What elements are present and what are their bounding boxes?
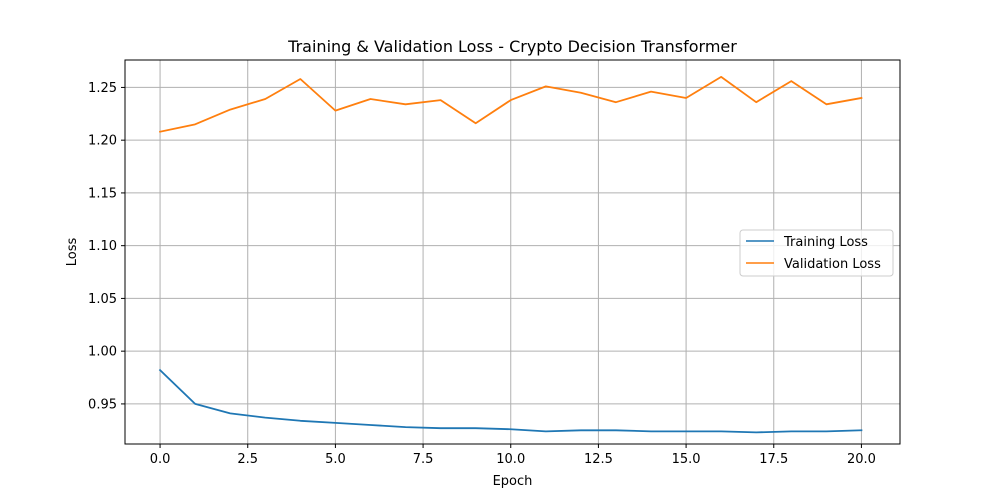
series-line-validation-loss — [159, 75, 863, 133]
y-tick-label: 1.10 — [88, 239, 117, 254]
x-tick-label: 20.0 — [847, 452, 876, 467]
x-tick-label: 5.0 — [325, 452, 346, 467]
series-lines — [158, 75, 863, 434]
plot-area-frame — [124, 59, 901, 445]
legend-box — [739, 229, 894, 277]
y-tick-label: 0.95 — [88, 397, 117, 412]
legend: Training Loss Validation Loss — [739, 229, 894, 277]
y-tick-label: 1.20 — [88, 134, 117, 149]
series-line-training-loss — [158, 368, 863, 434]
y-axis-ticks: 0.95 1.00 1.05 1.10 1.15 1.20 1.25 — [88, 81, 125, 412]
chart-title: Training & Validation Loss - Crypto Deci… — [287, 37, 737, 56]
x-tick-label: 17.5 — [759, 452, 788, 467]
y-tick-label: 1.15 — [88, 186, 117, 201]
y-axis-label: Loss — [65, 238, 80, 267]
x-tick-label: 0.0 — [150, 452, 171, 467]
x-tick-label: 2.5 — [237, 452, 258, 467]
legend-label-validation-loss: Validation Loss — [784, 257, 881, 272]
x-tick-label: 7.5 — [413, 452, 434, 467]
grid — [125, 60, 900, 444]
x-axis-ticks: 0.0 2.5 5.0 7.5 10.0 12.5 15.0 17.5 20.0 — [150, 444, 876, 467]
x-axis-label: Epoch — [493, 474, 533, 489]
x-tick-label: 10.0 — [496, 452, 525, 467]
legend-label-training-loss: Training Loss — [783, 235, 868, 250]
y-tick-label: 1.05 — [88, 292, 117, 307]
x-tick-label: 12.5 — [584, 452, 613, 467]
x-tick-label: 15.0 — [672, 452, 701, 467]
y-tick-label: 1.25 — [88, 81, 117, 96]
y-tick-label: 1.00 — [88, 345, 117, 360]
